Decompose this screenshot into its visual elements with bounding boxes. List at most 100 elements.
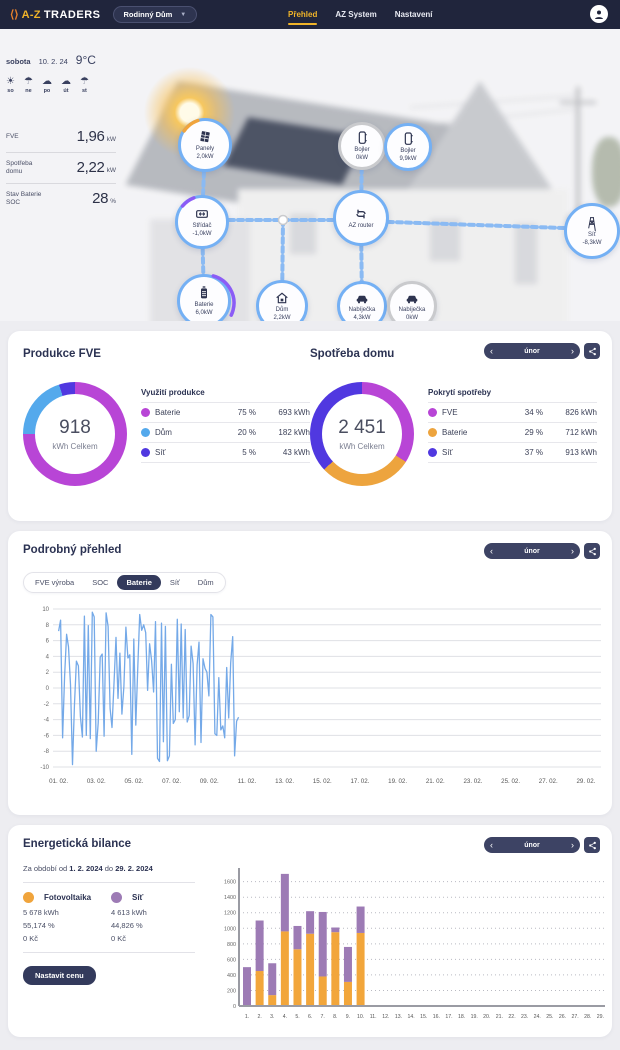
tab-síť[interactable]: Síť <box>169 578 180 587</box>
legend-dot <box>23 892 34 903</box>
nav-item-nastavení[interactable]: Nastavení <box>394 10 433 19</box>
tab-dům[interactable]: Dům <box>197 578 214 587</box>
balance-title: Energetická bilance <box>23 838 132 850</box>
energy-balance-card: ‹ únor › Energetická bilance Za období o… <box>8 825 612 1037</box>
consumption-donut-chart: 2 451 kWh Celkem <box>310 382 414 486</box>
svg-text:-2: -2 <box>44 702 50 708</box>
tab-baterie[interactable]: Baterie <box>117 575 161 590</box>
svg-text:-4: -4 <box>44 718 50 724</box>
month-pill[interactable]: ‹ únor › <box>484 837 580 853</box>
tab-fve-výroba[interactable]: FVE výroba <box>35 578 75 587</box>
tree <box>592 137 620 207</box>
node-střídač[interactable]: Střídač -1,0kW <box>173 193 234 254</box>
house-icon <box>276 292 288 304</box>
junction-dot <box>277 214 289 226</box>
next-month-button[interactable]: › <box>571 345 574 356</box>
node-panely[interactable]: Panely 2,0kW <box>176 116 237 177</box>
nav-item-az-system[interactable]: AZ System <box>335 10 377 19</box>
legend-dot <box>141 448 150 457</box>
prev-month-button[interactable]: ‹ <box>490 345 493 356</box>
svg-text:13.: 13. <box>395 1014 402 1020</box>
month-pill[interactable]: ‹ únor › <box>484 543 580 559</box>
forecast-day: ☂ ne <box>23 76 33 94</box>
detail-title: Podrobný přehled <box>23 544 122 556</box>
detail-tabs: FVE výroba SOC Baterie Síť Dům <box>23 572 226 593</box>
node-bojler[interactable]: Bojler 9,9kW <box>384 123 432 171</box>
svg-text:03. 02.: 03. 02. <box>87 778 106 785</box>
next-month-button[interactable]: › <box>571 545 574 556</box>
set-price-button[interactable]: Nastavit cenu <box>23 966 96 985</box>
source-fotovoltaika: Fotovoltaika 5 678 kWh 55,174 % 0 Kč <box>23 892 92 943</box>
month-pill[interactable]: ‹ únor › <box>484 343 580 359</box>
share-button[interactable] <box>584 837 600 853</box>
detail-overview-card: ‹ únor › Podrobný přehled FVE výroba SOC B… <box>8 531 612 815</box>
svg-text:27. 02.: 27. 02. <box>539 778 558 785</box>
balance-summary: Za období od 1. 2. 2024 do 29. 2. 2024 F… <box>23 864 195 1029</box>
consumption-total-unit: kWh Celkem <box>339 442 385 451</box>
balance-sources: Fotovoltaika 5 678 kWh 55,174 % 0 Kč Síť … <box>23 892 195 943</box>
svg-text:5.: 5. <box>295 1014 299 1020</box>
month-value: únor <box>524 547 540 555</box>
grid-tower-icon <box>588 217 596 232</box>
prev-month-button[interactable]: ‹ <box>490 839 493 850</box>
svg-text:11. 02.: 11. 02. <box>238 778 257 785</box>
legend-dot <box>428 428 437 437</box>
battery-icon <box>201 286 207 299</box>
svg-text:2: 2 <box>46 670 50 676</box>
node-nabíječka[interactable]: Nabíječka 4,3kW <box>337 281 387 321</box>
battery-line-chart: -10 -8 -6 -4 -2 0 2 4 6 8 10 01. 02. 03. 0… <box>23 603 601 796</box>
production-legend-title: Využití produkce <box>141 388 310 403</box>
svg-text:4.: 4. <box>283 1014 287 1020</box>
legend-row-síť: Síť 5 % 43 kWh <box>141 443 310 463</box>
node-bojler[interactable]: Bojler 0kW <box>338 122 386 170</box>
node-baterie[interactable]: Baterie 6,0kW <box>175 272 236 321</box>
production-title: Produkce FVE <box>23 348 101 360</box>
svg-text:17. 02.: 17. 02. <box>350 778 369 785</box>
nav-item-přehled[interactable]: Přehled <box>288 6 318 25</box>
consumption-legend-title: Pokrytí spotřeby <box>428 388 597 403</box>
svg-text:400: 400 <box>227 973 236 979</box>
logo-text-traders: TRADERS <box>43 8 101 21</box>
month-selector: ‹ únor › <box>484 343 600 359</box>
share-icon <box>588 347 596 355</box>
svg-text:13. 02.: 13. 02. <box>275 778 294 785</box>
svg-text:2.: 2. <box>257 1014 261 1020</box>
node-nabíječka[interactable]: Nabíječka 0kW <box>387 281 437 321</box>
svg-text:07. 02.: 07. 02. <box>162 778 181 785</box>
svg-text:21. 02.: 21. 02. <box>426 778 445 785</box>
user-avatar[interactable] <box>590 5 608 23</box>
share-button[interactable] <box>584 543 600 559</box>
svg-text:1.: 1. <box>245 1014 249 1020</box>
share-button[interactable] <box>584 343 600 359</box>
svg-text:0: 0 <box>233 1004 236 1010</box>
site-selector-dropdown[interactable]: Rodinný Dům ▼ <box>112 6 198 23</box>
cloud-icon: ☁ <box>41 76 52 87</box>
weather-stats-panel: sobota 10. 2. 24 9°C ☀ so ☂ ne ☁ po ☁ út ☂ st FVE… <box>6 53 116 214</box>
period-from: 1. 2. 2024 <box>69 864 103 873</box>
node-síť[interactable]: Síť -8,3kW <box>564 203 620 259</box>
stat-row: Stav Baterie SOC 28% <box>6 183 116 214</box>
prev-month-button[interactable]: ‹ <box>490 545 493 556</box>
svg-text:7.: 7. <box>321 1014 325 1020</box>
cloud-icon: ☁ <box>60 76 71 87</box>
stat-row: FVE 1,96 kW <box>6 128 116 145</box>
svg-text:09. 02.: 09. 02. <box>200 778 219 785</box>
svg-text:15. 02.: 15. 02. <box>313 778 332 785</box>
svg-text:19.: 19. <box>471 1014 478 1020</box>
legend-row-baterie: Baterie 29 % 712 kWh <box>428 423 597 443</box>
svg-text:18.: 18. <box>458 1014 465 1020</box>
svg-text:4: 4 <box>46 654 50 660</box>
svg-text:1200: 1200 <box>224 911 236 917</box>
node-az-router[interactable]: AZ router <box>333 190 389 246</box>
legend-dot <box>428 448 437 457</box>
legend-row-dům: Dům 20 % 182 kWh <box>141 423 310 443</box>
next-month-button[interactable]: › <box>571 839 574 850</box>
source-síť: Síť 4 613 kWh 44,826 % 0 Kč <box>111 892 147 943</box>
svg-text:3.: 3. <box>270 1014 274 1020</box>
svg-text:29.: 29. <box>597 1014 604 1020</box>
svg-text:6.: 6. <box>308 1014 312 1020</box>
node-dům[interactable]: Dům 2,2kW <box>256 280 308 321</box>
tab-soc[interactable]: SOC <box>92 578 109 587</box>
svg-text:12.: 12. <box>382 1014 389 1020</box>
legend-dot <box>141 428 150 437</box>
